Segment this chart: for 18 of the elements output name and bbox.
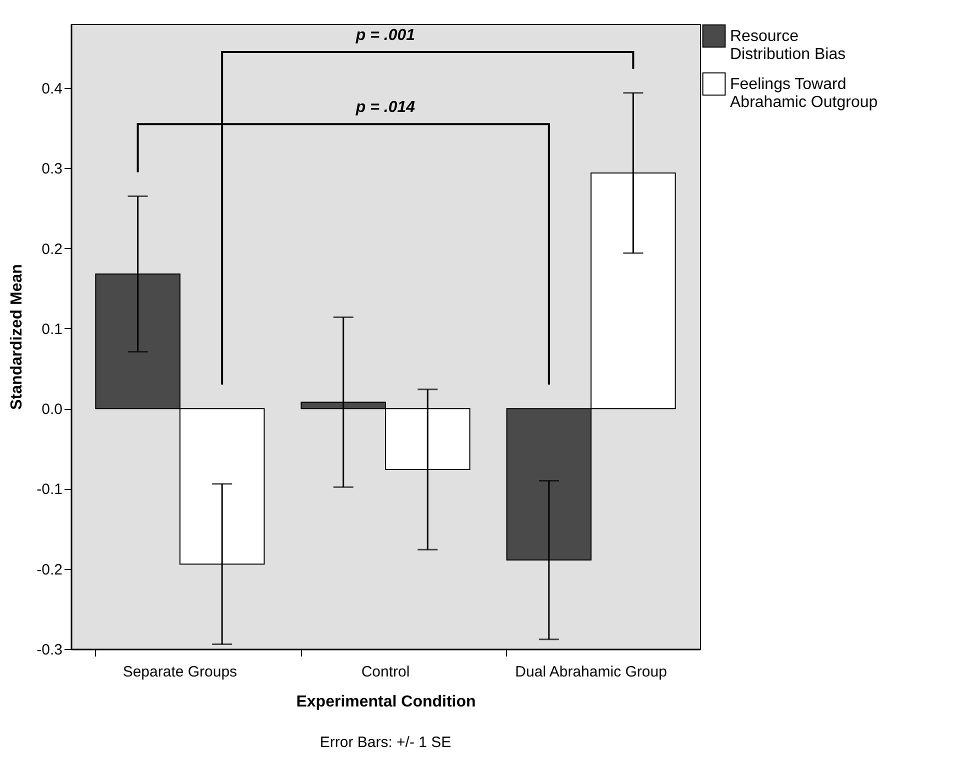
annotation: p = .001: [354, 27, 416, 44]
annotation: p = .014: [354, 99, 416, 116]
y-tick-label: -0.2: [36, 561, 62, 578]
y-tick-label: 0.1: [42, 320, 62, 338]
y-axis-title: Standardized Mean: [8, 264, 26, 410]
x-tick-label: Dual Abrahamic Group: [515, 664, 667, 680]
x-tick-label: Separate Groups: [122, 664, 238, 680]
x-axis-title: Experimental Condition: [296, 694, 476, 710]
y-tick-label: 0.3: [42, 160, 62, 178]
y-tick-label: -0.3: [36, 642, 62, 658]
y-tick-label: -0.1: [36, 481, 62, 498]
text: Error Bars: +/- 1 SE: [320, 734, 452, 751]
y-tick-label: 0.4: [42, 80, 62, 98]
legend-label: Resource Distribution Bias: [730, 28, 846, 63]
y-tick-label: 0.2: [42, 240, 62, 258]
legend-label: Feelings Toward Abrahamic Outgroup: [730, 76, 878, 111]
y-tick-label: 0.0: [42, 401, 62, 418]
x-tick-label: Control: [361, 664, 410, 680]
